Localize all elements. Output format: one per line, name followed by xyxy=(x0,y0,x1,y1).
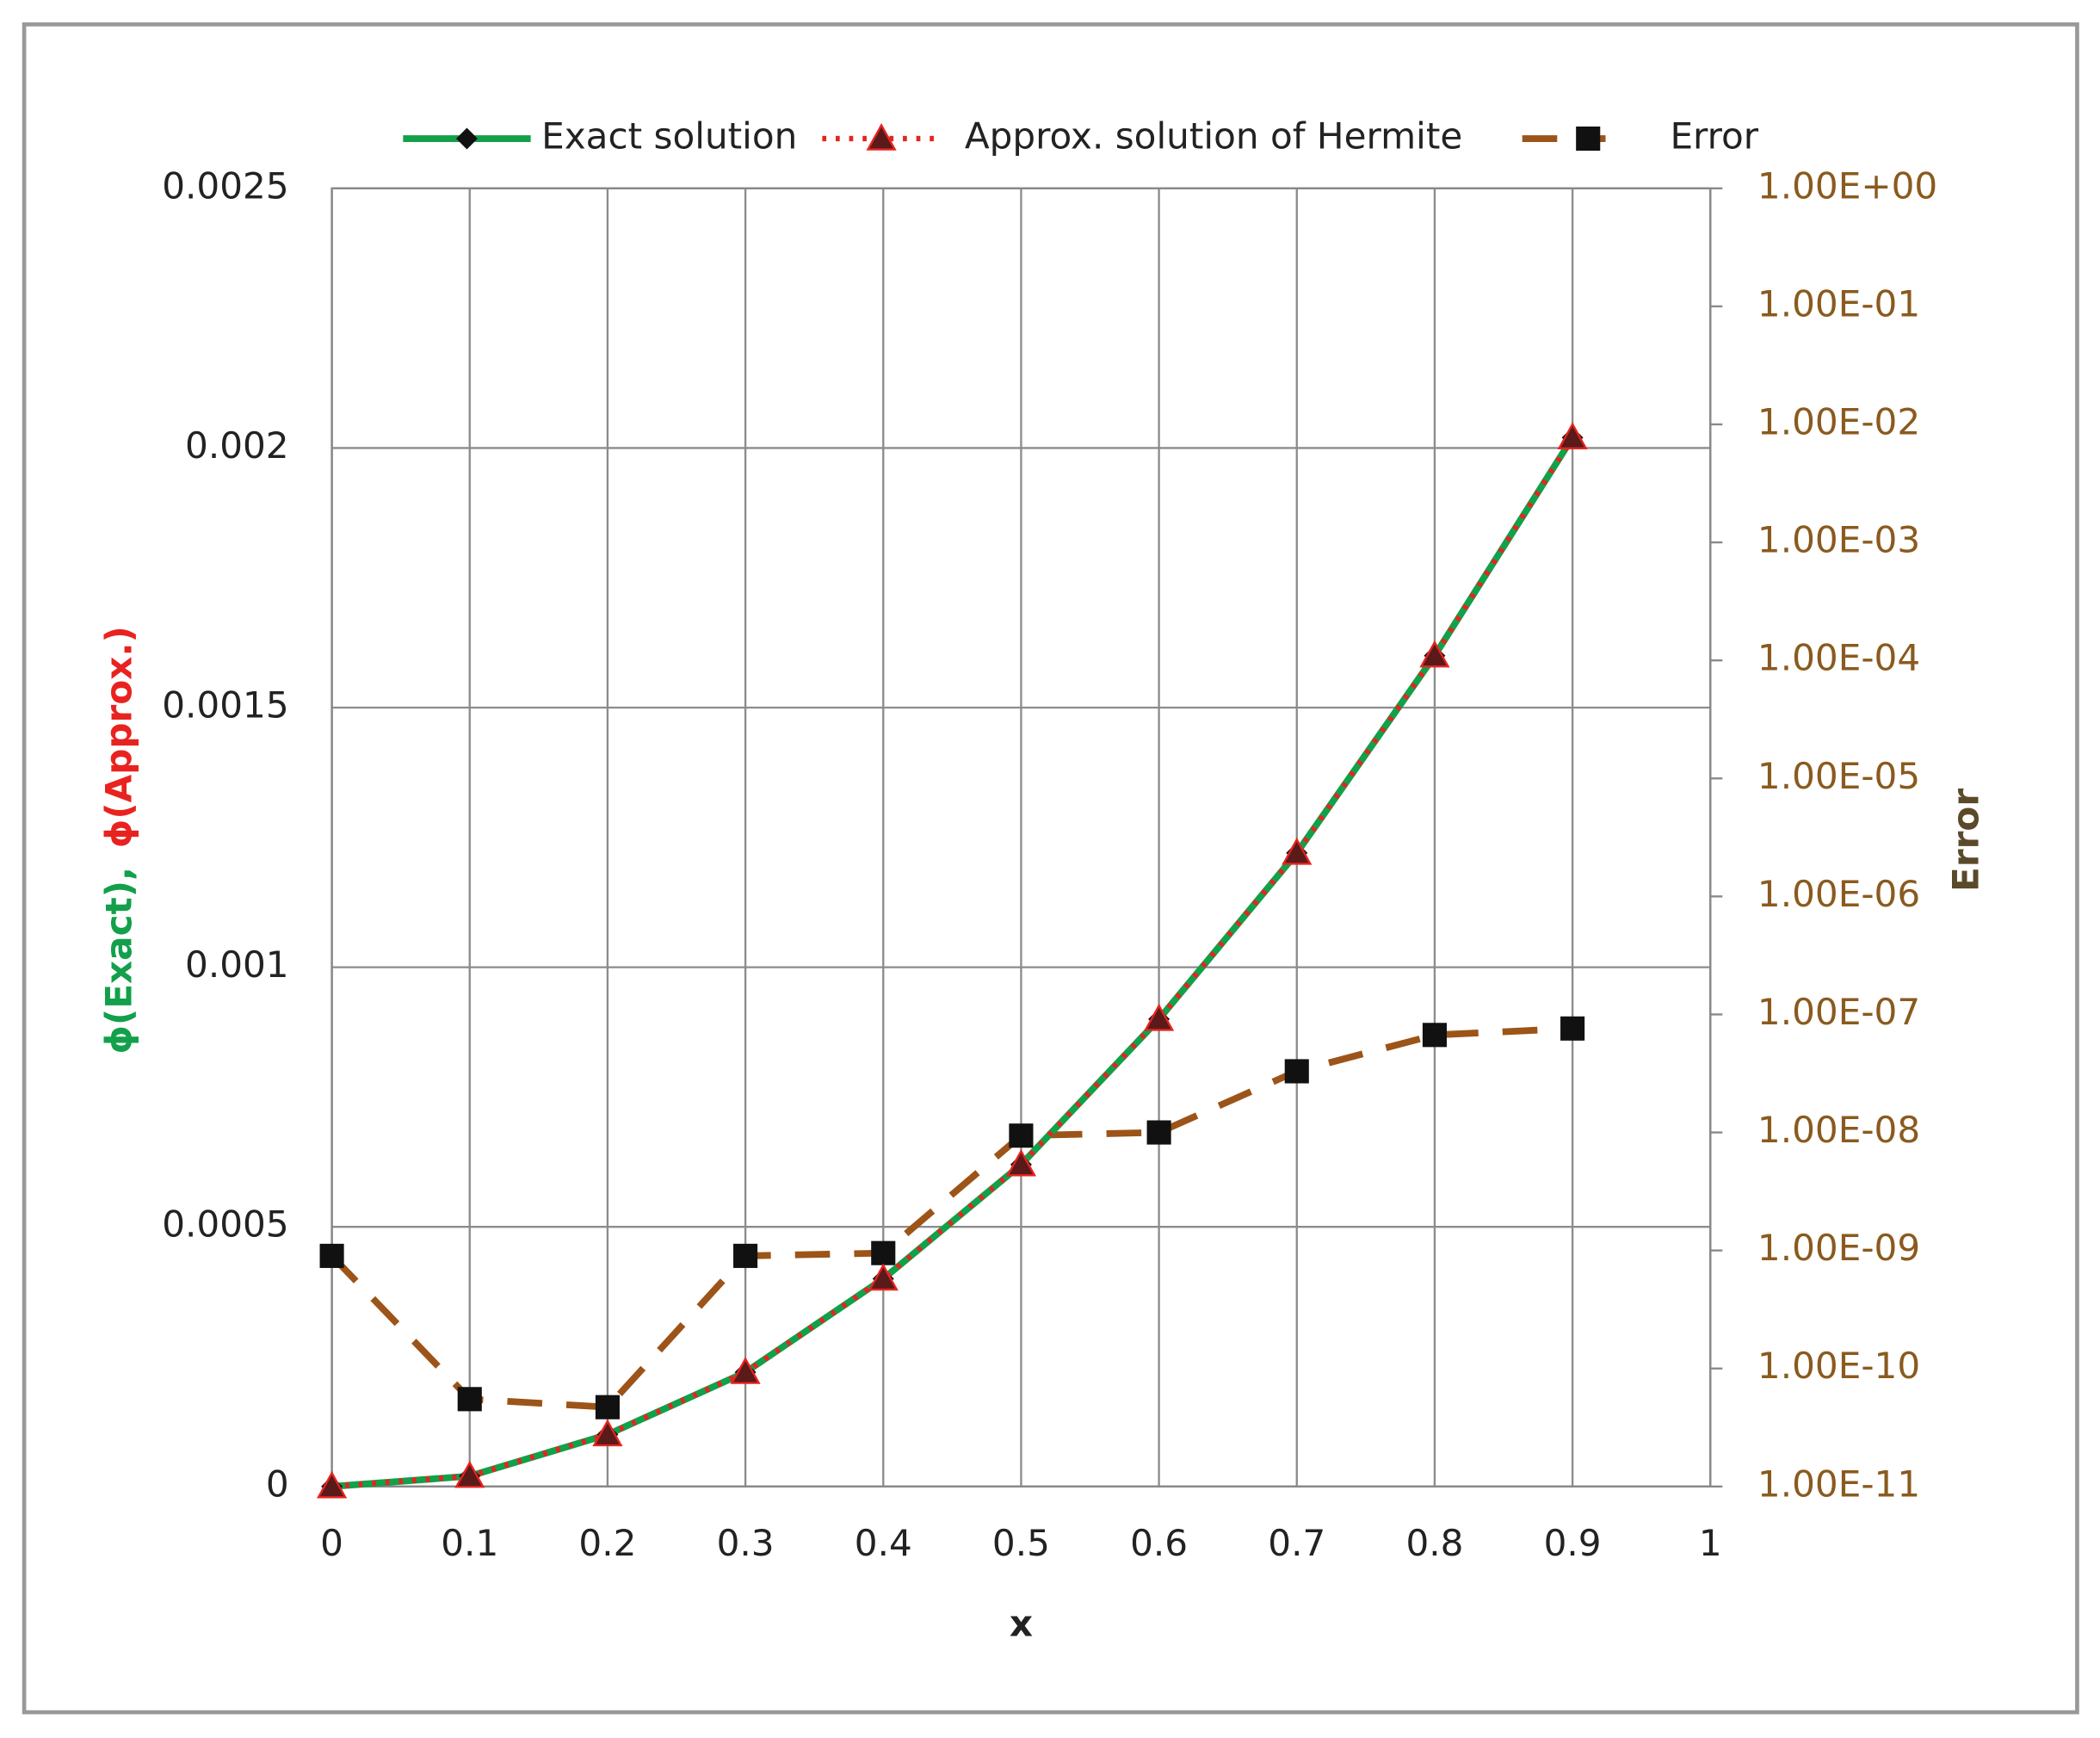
marker xyxy=(319,1243,344,1268)
y2-tick-label: 1.00E-05 xyxy=(1757,755,1920,797)
y2-tick-label: 1.00E-08 xyxy=(1757,1109,1920,1151)
marker xyxy=(1146,1120,1171,1145)
series-line xyxy=(331,436,1576,1490)
y-tick-label: 0.0025 xyxy=(162,164,288,207)
series-line xyxy=(329,1024,1573,1411)
marker xyxy=(1144,1003,1175,1031)
x-tick-label: 0.2 xyxy=(578,1522,636,1564)
legend-marker xyxy=(866,123,897,151)
marker xyxy=(1419,640,1450,668)
y-tick-label: 0.0015 xyxy=(162,684,288,727)
marker xyxy=(454,1460,485,1488)
x-tick-label: 0.6 xyxy=(1130,1522,1188,1564)
y2-tick-label: 1.00E-04 xyxy=(1757,637,1920,679)
y-tick-label: 0.002 xyxy=(185,424,289,467)
y-label-exact: ϕ(Exact), xyxy=(97,867,139,1055)
x-tick-label: 1 xyxy=(1699,1522,1722,1564)
marker xyxy=(457,1387,482,1412)
y-axis-label: ϕ(Exact), ϕ(Approx.) xyxy=(97,626,139,1054)
plot-border xyxy=(330,187,1712,1488)
marker xyxy=(1009,1123,1034,1148)
legend-label: Approx. solution of Hermite xyxy=(965,115,1462,158)
marker xyxy=(595,1395,620,1419)
y2-tick-label: 1.00E-03 xyxy=(1757,519,1920,561)
x-tick-label: 0.5 xyxy=(992,1522,1050,1564)
y2-tick-label: 1.00E+00 xyxy=(1757,164,1937,207)
legend-marker xyxy=(1576,126,1601,152)
marker xyxy=(1282,837,1312,865)
y-label-approx: ϕ(Approx.) xyxy=(97,626,139,848)
y2-tick-label: 1.00E-06 xyxy=(1757,873,1920,915)
marker xyxy=(1557,422,1588,450)
y2-tick-label: 1.00E-07 xyxy=(1757,991,1920,1033)
x-tick-label: 0.7 xyxy=(1268,1522,1325,1564)
marker xyxy=(730,1357,761,1384)
legend-label: Error xyxy=(1670,115,1758,158)
marker xyxy=(1560,1016,1585,1041)
x-tick-label: 0.4 xyxy=(855,1522,912,1564)
y2-tick-label: 1.00E-02 xyxy=(1757,400,1920,442)
y-tick-label: 0.001 xyxy=(185,943,289,986)
legend-label: Exact solution xyxy=(541,115,797,158)
marker xyxy=(1005,1148,1037,1177)
y-tick-label: 0 xyxy=(266,1463,289,1505)
x-tick-label: 0.3 xyxy=(717,1522,775,1564)
marker xyxy=(1422,1023,1447,1048)
marker xyxy=(316,1470,348,1499)
x-axis-label: x xyxy=(1010,1603,1033,1645)
x-tick-label: 0.9 xyxy=(1544,1522,1602,1564)
y-tick-label: 0.0005 xyxy=(162,1203,288,1246)
marker xyxy=(868,1263,899,1291)
y2-axis-label: Error xyxy=(1945,789,1987,892)
marker xyxy=(871,1240,896,1265)
y2-tick-label: 1.00E-01 xyxy=(1757,282,1920,325)
x-tick-label: 0.1 xyxy=(441,1522,498,1564)
x-tick-label: 0.8 xyxy=(1405,1522,1463,1564)
y2-tick-label: 1.00E-09 xyxy=(1757,1227,1920,1269)
x-tick-label: 0 xyxy=(320,1522,343,1564)
frame xyxy=(22,22,2079,1715)
marker xyxy=(733,1243,758,1268)
marker xyxy=(1284,1059,1309,1084)
y2-tick-label: 1.00E-11 xyxy=(1757,1463,1920,1505)
y2-tick-label: 1.00E-10 xyxy=(1757,1345,1920,1387)
marker xyxy=(592,1419,623,1447)
